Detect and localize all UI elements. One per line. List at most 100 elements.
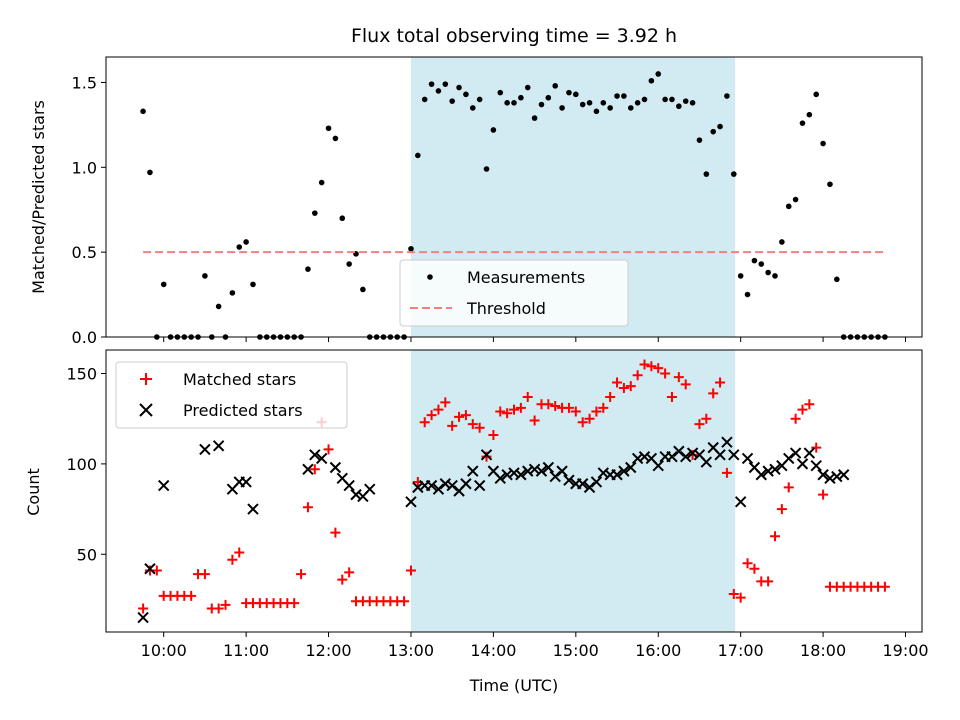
bottom-observing-window <box>410 350 736 632</box>
data-point <box>724 93 730 99</box>
x-tick-label: 14:00 <box>470 641 516 660</box>
data-point <box>309 464 320 475</box>
data-point <box>751 257 758 264</box>
data-point <box>550 401 561 412</box>
data-point <box>542 461 555 474</box>
data-point <box>652 459 664 472</box>
legend-marker <box>139 403 153 417</box>
data-point <box>728 449 740 461</box>
data-point <box>646 361 657 372</box>
data-point <box>151 565 162 576</box>
data-point <box>769 463 781 476</box>
data-point <box>655 71 662 77</box>
data-point <box>694 419 705 430</box>
data-point <box>157 479 170 492</box>
top-series-measurements <box>140 71 888 340</box>
data-point <box>673 445 685 457</box>
x-tick-label: 17:00 <box>718 641 764 660</box>
data-point <box>315 452 328 465</box>
data-point <box>641 96 648 103</box>
data-point <box>360 286 366 293</box>
data-point <box>350 488 362 501</box>
data-point <box>721 436 733 448</box>
data-point <box>329 461 342 474</box>
data-point <box>783 482 794 493</box>
data-point <box>515 402 526 413</box>
legend-marker <box>140 373 152 385</box>
data-point <box>199 569 210 580</box>
data-point <box>737 273 744 279</box>
data-point <box>708 388 719 399</box>
x-tick-label: 10:00 <box>141 641 187 660</box>
data-point <box>405 496 417 508</box>
data-point <box>710 128 716 135</box>
data-point <box>789 447 802 459</box>
data-point <box>792 196 799 203</box>
data-point <box>631 452 644 465</box>
data-point <box>504 100 510 106</box>
bottom-panel: 50 100 150 10:00 11:00 12:00 13:00 14:00 15:00 16… <box>66 349 929 660</box>
data-point <box>215 303 222 310</box>
data-point <box>528 463 541 476</box>
data-point <box>476 96 483 103</box>
legend-label: Threshold <box>466 299 546 318</box>
data-point <box>827 181 833 188</box>
data-point <box>611 469 623 481</box>
data-point <box>834 276 840 283</box>
data-point <box>721 467 732 478</box>
data-point <box>673 372 684 383</box>
x-tick-label: 11:00 <box>223 641 269 660</box>
data-point <box>494 472 506 485</box>
bottom-series-matched-stars <box>138 359 890 614</box>
data-point <box>543 399 554 410</box>
data-point <box>660 368 671 379</box>
data-point <box>545 94 552 101</box>
data-point <box>509 404 519 415</box>
chart-title: Flux total observing time = 3.92 h <box>351 25 677 47</box>
data-point <box>425 479 438 492</box>
data-point <box>140 108 146 115</box>
data-point <box>343 479 355 492</box>
data-point <box>648 77 655 84</box>
data-point <box>296 569 307 580</box>
x-tick-label: 18:00 <box>800 641 846 660</box>
data-point <box>199 443 211 456</box>
data-point <box>332 135 339 142</box>
data-point <box>820 140 826 147</box>
data-point <box>621 93 627 99</box>
data-point <box>460 410 471 421</box>
data-point <box>447 420 458 431</box>
legend-label: Matched stars <box>183 370 296 389</box>
data-point <box>463 91 469 98</box>
data-point <box>421 96 428 103</box>
data-point <box>415 152 421 159</box>
data-point <box>634 100 641 106</box>
data-point <box>612 377 623 388</box>
data-point <box>449 98 455 104</box>
data-point <box>625 461 637 474</box>
data-point <box>772 273 778 279</box>
y-tick-label: 100 <box>66 455 97 474</box>
data-point <box>879 581 890 592</box>
data-point <box>138 603 149 614</box>
x-tick-label: 16:00 <box>635 641 681 660</box>
data-point <box>518 94 524 101</box>
data-point <box>212 440 225 452</box>
data-point <box>508 467 520 479</box>
data-point <box>763 576 774 587</box>
data-point <box>469 105 476 111</box>
data-point <box>758 261 765 267</box>
y-tick-label: 150 <box>66 365 97 384</box>
data-point <box>549 470 561 483</box>
data-point <box>446 479 458 492</box>
data-point <box>586 100 593 106</box>
data-point <box>607 105 613 111</box>
data-point <box>703 171 710 177</box>
data-point <box>147 169 153 176</box>
data-point <box>666 392 677 402</box>
data-point <box>785 203 792 210</box>
x-tick-label: 13:00 <box>388 641 434 660</box>
data-point <box>408 245 414 252</box>
data-point <box>412 481 424 494</box>
data-point <box>818 489 829 500</box>
